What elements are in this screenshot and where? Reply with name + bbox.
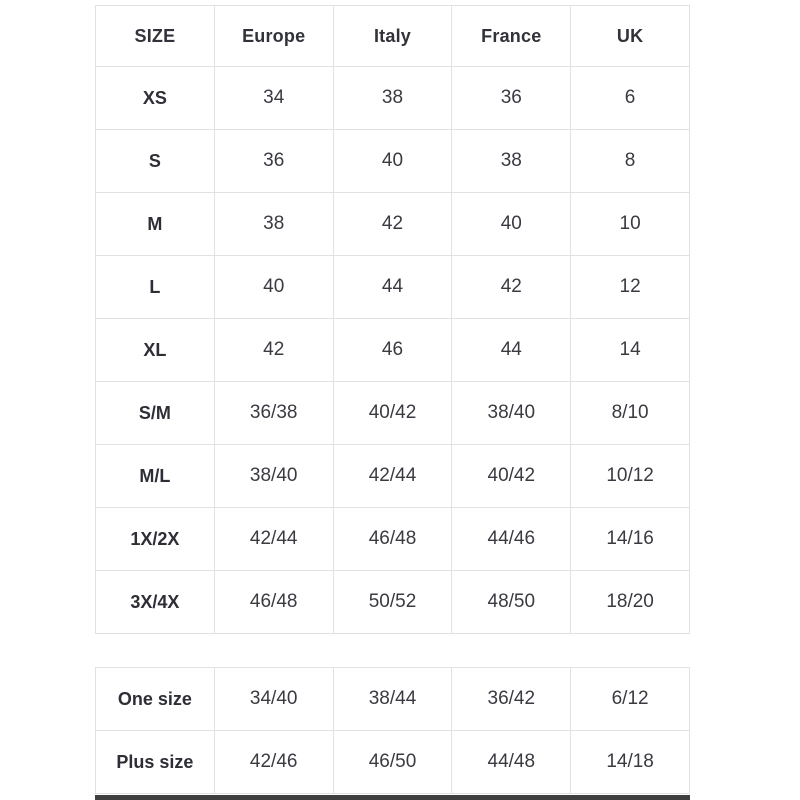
table-row: XL 42 46 44 14	[95, 318, 690, 382]
table-row: S 36 40 38 8	[95, 129, 690, 193]
size-value: 40/42	[451, 444, 572, 508]
size-value: 48/50	[451, 570, 572, 634]
size-value: 8	[570, 129, 690, 193]
size-value: 42/44	[332, 444, 453, 508]
size-value: 6	[570, 66, 690, 130]
table-row: One size 34/40 38/44 36/42 6/12	[95, 667, 690, 731]
size-value: 38	[451, 129, 572, 193]
size-conversion-table: SIZE Europe Italy France UK XS 34 38 36 6 S 36 40 38 8…	[95, 5, 690, 634]
size-value: 44/48	[451, 730, 572, 794]
size-value: 10	[570, 192, 690, 256]
size-label: M/L	[95, 444, 215, 508]
size-value: 36/38	[213, 381, 334, 445]
size-value: 40	[332, 129, 453, 193]
size-value: 36/42	[451, 667, 572, 731]
table-row: XS 34 38 36 6	[95, 66, 690, 130]
column-header: Italy	[332, 5, 453, 67]
column-header: France	[451, 5, 572, 67]
size-value: 36	[213, 129, 334, 193]
size-value: 40/42	[332, 381, 453, 445]
size-value: 14/16	[570, 507, 690, 571]
size-label: One size	[95, 667, 215, 731]
size-label: S/M	[95, 381, 215, 445]
size-value: 46/48	[332, 507, 453, 571]
size-value: 38	[213, 192, 334, 256]
column-header: UK	[570, 5, 690, 67]
header-row: SIZE Europe Italy France UK	[95, 5, 690, 67]
size-value: 46/50	[332, 730, 453, 794]
table-gap	[95, 634, 690, 667]
size-label: Plus size	[95, 730, 215, 794]
size-value: 42	[451, 255, 572, 319]
size-value: 42	[332, 192, 453, 256]
size-label: XS	[95, 66, 215, 130]
size-value: 14/18	[570, 730, 690, 794]
size-label: XL	[95, 318, 215, 382]
size-value: 12	[570, 255, 690, 319]
column-header: SIZE	[95, 5, 215, 67]
size-value: 38/40	[451, 381, 572, 445]
size-label: 1X/2X	[95, 507, 215, 571]
column-header: Europe	[213, 5, 334, 67]
size-label: 3X/4X	[95, 570, 215, 634]
size-value: 38/44	[332, 667, 453, 731]
size-value: 38	[332, 66, 453, 130]
size-value: 38/40	[213, 444, 334, 508]
size-value: 40	[213, 255, 334, 319]
table-row: Plus size 42/46 46/50 44/48 14/18	[95, 730, 690, 794]
special-sizes-table: One size 34/40 38/44 36/42 6/12 Plus size 42/4…	[95, 667, 690, 794]
table-row: S/M 36/38 40/42 38/40 8/10	[95, 381, 690, 445]
size-label: S	[95, 129, 215, 193]
size-value: 34/40	[213, 667, 334, 731]
size-value: 40	[451, 192, 572, 256]
size-value: 46/48	[213, 570, 334, 634]
size-value: 6/12	[570, 667, 690, 731]
size-value: 46	[332, 318, 453, 382]
size-value: 10/12	[570, 444, 690, 508]
size-value: 44	[451, 318, 572, 382]
table-row: 1X/2X 42/44 46/48 44/46 14/16	[95, 507, 690, 571]
bottom-divider	[95, 795, 690, 800]
size-value: 42/46	[213, 730, 334, 794]
size-value: 18/20	[570, 570, 690, 634]
size-value: 14	[570, 318, 690, 382]
tables-wrapper: SIZE Europe Italy France UK XS 34 38 36 6 S 36 40 38 8…	[95, 5, 690, 794]
table-row: 3X/4X 46/48 50/52 48/50 18/20	[95, 570, 690, 634]
size-value: 36	[451, 66, 572, 130]
size-value: 34	[213, 66, 334, 130]
size-value: 44	[332, 255, 453, 319]
size-value: 42/44	[213, 507, 334, 571]
table-row: M/L 38/40 42/44 40/42 10/12	[95, 444, 690, 508]
size-label: L	[95, 255, 215, 319]
size-value: 8/10	[570, 381, 690, 445]
size-label: M	[95, 192, 215, 256]
size-value: 42	[213, 318, 334, 382]
table-row: L 40 44 42 12	[95, 255, 690, 319]
size-value: 44/46	[451, 507, 572, 571]
table-row: M 38 42 40 10	[95, 192, 690, 256]
size-value: 50/52	[332, 570, 453, 634]
